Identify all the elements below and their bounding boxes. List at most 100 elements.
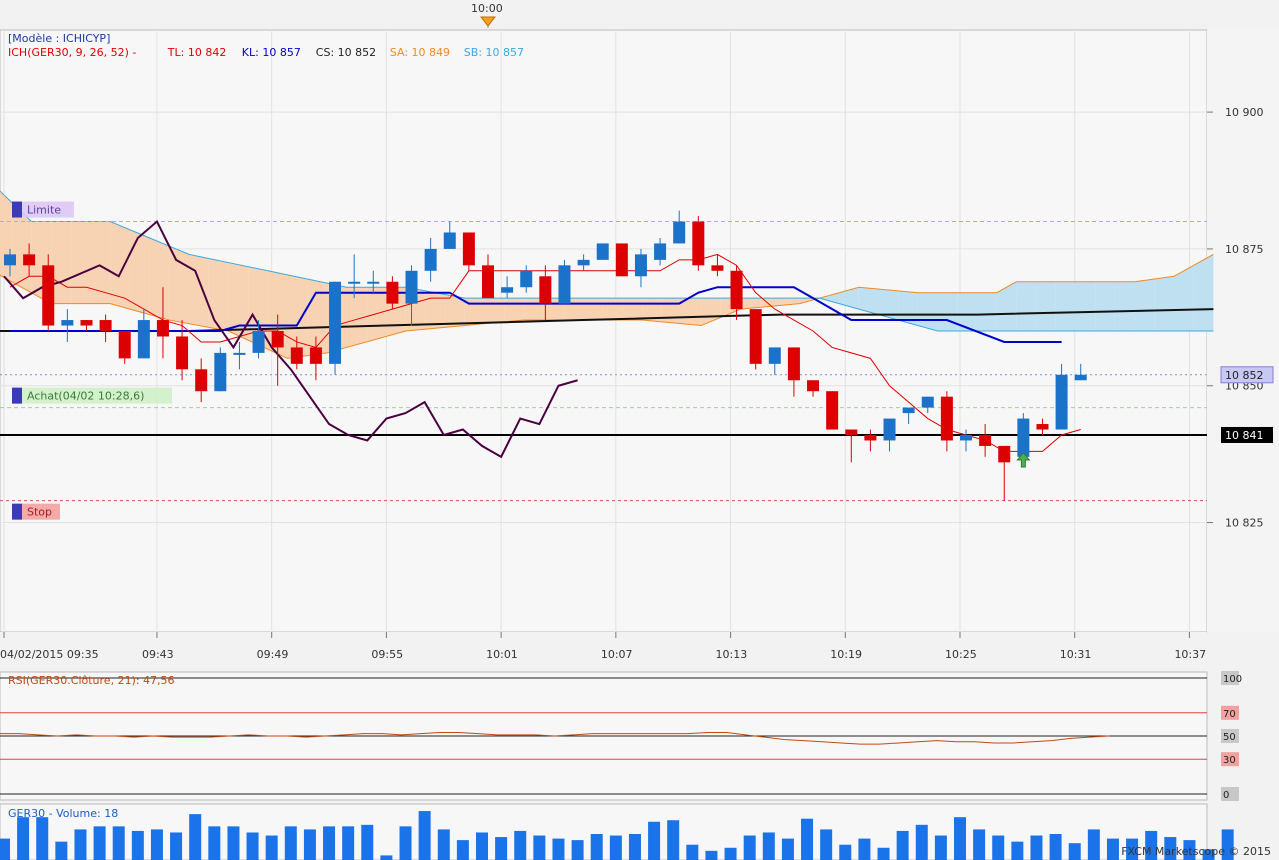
volume-bar <box>418 811 431 860</box>
volume-bar <box>1183 840 1196 860</box>
ichimoku-cloud-segment <box>957 292 977 331</box>
x-tick-label: 10:07 <box>601 648 633 661</box>
candle-body <box>864 434 877 441</box>
legend-tl: TL: 10 842 <box>167 46 227 59</box>
ichimoku-cloud-segment <box>346 287 367 348</box>
ichimoku-cloud-segment <box>839 287 859 310</box>
volume-bar <box>743 835 756 860</box>
legend-sa: SA: 10 849 <box>390 46 450 59</box>
candle-body <box>137 320 150 359</box>
ichimoku-cloud-segment <box>425 290 446 330</box>
candle-body <box>520 270 533 288</box>
candle-body <box>329 281 342 364</box>
ichimoku-cloud-segment <box>858 287 879 315</box>
volume-bar <box>342 826 355 860</box>
candle-body <box>99 320 112 331</box>
candle-body <box>730 270 743 310</box>
candle-body <box>271 331 284 348</box>
volume-bar <box>801 818 814 860</box>
volume-bar <box>839 844 852 860</box>
volume-bar <box>323 826 336 860</box>
ichimoku-cloud-segment <box>484 298 505 324</box>
ichimoku-cloud-segment <box>445 294 465 328</box>
candle-body <box>290 347 303 364</box>
ichimoku-cloud-segment <box>169 246 189 324</box>
volume-bar <box>934 835 947 860</box>
buy-order-label-background <box>22 387 172 404</box>
x-tick-label: 04/02/2015 09:35 <box>0 648 99 661</box>
top-time-marker-label: 10:00 <box>471 2 503 15</box>
rsi-tick-label: 0 <box>1223 790 1229 801</box>
volume-bar <box>1145 830 1158 860</box>
x-tick-label: 09:49 <box>257 648 289 661</box>
ichimoku-cloud-segment <box>819 292 840 304</box>
ichimoku-cloud-segment <box>464 298 485 326</box>
candle-body <box>1074 374 1087 381</box>
volume-bar <box>131 830 144 860</box>
current-price-tag: 10 852 <box>1225 369 1264 382</box>
rsi-tick-bg <box>1221 705 1239 720</box>
candle-body <box>807 380 820 392</box>
volume-bar <box>1087 829 1100 860</box>
candle-body <box>252 331 265 353</box>
volume-bar <box>571 840 584 860</box>
volume-bar <box>0 838 10 860</box>
candle-body <box>405 270 418 304</box>
ichimoku-cloud-segment <box>1134 279 1155 331</box>
volume-bar <box>705 850 718 860</box>
candle-body <box>692 221 705 266</box>
ichimoku-cloud-segment <box>701 298 721 326</box>
candle-body <box>443 232 456 249</box>
ichimoku-cloud-segment <box>11 202 32 293</box>
candle-body <box>1017 418 1030 457</box>
ichimoku-cloud-segment <box>661 298 682 324</box>
volume-bar <box>246 832 259 860</box>
volume-bar <box>667 820 680 860</box>
rsi-line <box>0 732 1109 745</box>
candle-body <box>1036 424 1049 430</box>
ichimoku-cloud-segment <box>1154 276 1174 331</box>
candle-body <box>596 243 609 260</box>
volume-bar <box>686 844 699 860</box>
candle-body <box>233 352 246 355</box>
candle-body <box>4 254 16 266</box>
candle-body <box>845 429 858 435</box>
volume-bar <box>992 835 1005 860</box>
ichimoku-cloud-segment <box>129 229 150 315</box>
candle-body <box>960 434 972 441</box>
ichimoku-cloud-segment <box>1193 254 1214 331</box>
ichimoku-cloud-segment <box>937 292 958 331</box>
volume-bar <box>1011 841 1024 860</box>
kijun-sen-line <box>10 286 1062 343</box>
ichimoku-cloud-segment <box>996 281 1017 331</box>
candle-body <box>118 331 131 359</box>
candle-body <box>768 347 781 364</box>
volume-bar <box>762 832 775 860</box>
volume-bar <box>781 838 794 860</box>
candle-body <box>23 254 36 266</box>
candle-body <box>80 320 93 326</box>
volume-bar <box>17 817 30 860</box>
volume-bar <box>495 837 508 860</box>
volume-bar <box>552 838 565 860</box>
candle-body <box>902 407 915 414</box>
candle-body <box>482 265 494 299</box>
candle-body <box>673 221 686 244</box>
volume-bar <box>284 826 297 860</box>
volume-bar <box>437 829 450 860</box>
candle-body <box>921 396 934 408</box>
candle-body <box>654 243 667 260</box>
x-tick-label: 09:43 <box>142 648 174 661</box>
volume-bar <box>170 832 183 860</box>
candle-body <box>634 254 647 277</box>
ichimoku-cloud-segment <box>1055 281 1076 331</box>
candle-body <box>787 347 800 381</box>
candle-body <box>539 276 552 304</box>
limit-order-label: Limite <box>27 204 61 217</box>
rsi-tick-label: 70 <box>1223 709 1236 720</box>
stop-order-label-marker <box>12 503 22 520</box>
volume-bar <box>265 835 278 860</box>
rsi-title: RSI(GER30.Clôture, 21): 47,56 <box>8 674 175 687</box>
x-axis-area <box>0 632 1207 658</box>
